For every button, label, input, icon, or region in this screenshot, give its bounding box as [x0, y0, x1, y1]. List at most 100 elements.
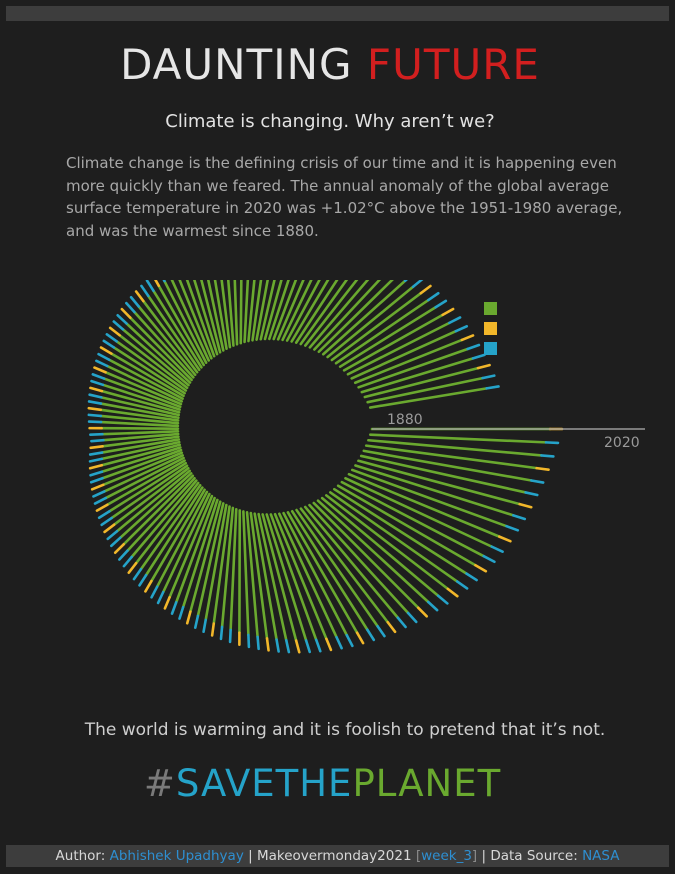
bar-1918	[220, 506, 235, 629]
bar-2007	[321, 280, 407, 356]
bar-tip-1974	[140, 284, 150, 298]
bar-tip-1926	[156, 590, 165, 605]
bar-1887	[354, 464, 515, 517]
bar-1995	[268, 280, 290, 341]
bar-1886	[357, 459, 521, 506]
bar-tip-1907	[325, 637, 333, 652]
bar-1902	[295, 508, 379, 628]
bar-1915	[242, 510, 250, 637]
bar-tip-1921	[193, 614, 200, 629]
bar-1942	[103, 454, 184, 493]
bar-1945	[100, 446, 182, 474]
title-part-2: FUTURE	[366, 40, 540, 89]
bar-tip-1902	[376, 624, 386, 638]
bar-1933	[126, 476, 196, 552]
bar-tip-1956	[87, 400, 103, 405]
bar-1881	[369, 433, 548, 444]
bar-1950	[102, 432, 180, 442]
bar-tip-1945	[89, 470, 104, 477]
bar-tip-1881	[544, 441, 560, 445]
bar-1951	[101, 430, 180, 436]
bar-tip-1938	[100, 516, 113, 527]
bar-1890	[344, 476, 494, 548]
bar-tip-1966	[105, 333, 118, 343]
bar-tip-1963	[97, 352, 111, 362]
bar-tip-2016	[466, 343, 481, 351]
bracket-open: [	[415, 848, 422, 864]
source-link[interactable]: NASA	[582, 848, 620, 864]
bar-tip-1901	[386, 620, 397, 634]
bar-1996	[272, 280, 298, 341]
footer-separator-1: | Makeovermonday2021	[243, 848, 416, 864]
bar-1963	[107, 358, 184, 400]
bar-tip-1882	[540, 454, 555, 458]
bar-tip-1968	[112, 320, 125, 331]
bar-1976	[157, 284, 206, 367]
week-link[interactable]: week_3	[421, 848, 472, 864]
bar-1898	[312, 501, 420, 610]
bar-1949	[101, 435, 180, 448]
legend-swatch-green	[484, 302, 497, 315]
bar-tip-1929	[138, 573, 148, 587]
bar-1969	[125, 322, 192, 384]
bar-1987	[233, 280, 239, 346]
hashtag-symbol: #	[143, 762, 176, 805]
bar-2020	[368, 387, 488, 409]
bar-tip-1942	[92, 490, 106, 498]
bar-1998	[281, 280, 313, 342]
bar-tip-1888	[505, 524, 520, 532]
bar-1894	[329, 491, 459, 583]
bar-1990	[247, 280, 256, 343]
bar-tip-1904	[355, 631, 365, 645]
bar-tip-1896	[436, 594, 449, 605]
bar-2000	[290, 280, 330, 343]
bar-tip-2018	[476, 363, 491, 370]
bar-tip-1943	[90, 483, 105, 491]
bar-tip-1931	[127, 561, 138, 575]
bracket-close: ]	[471, 848, 478, 864]
bar-1931	[134, 481, 200, 565]
bar-tip-1972	[129, 295, 141, 308]
bar-tip-1887	[512, 514, 527, 521]
bar-2011	[338, 305, 437, 368]
bar-tip-1967	[108, 326, 121, 337]
bar-tip-1910	[294, 639, 301, 654]
bar-1972	[137, 305, 197, 377]
bar-1988	[239, 280, 243, 345]
bar-1960	[102, 377, 182, 409]
bar-1901	[299, 507, 390, 624]
bar-tip-1977	[162, 280, 166, 283]
bar-1906	[278, 512, 338, 639]
bar-2012	[342, 313, 444, 372]
bar-tip-2007	[403, 280, 408, 283]
bar-1953	[99, 420, 180, 428]
bar-1885	[359, 454, 527, 494]
bar-tip-1959	[90, 379, 105, 387]
bar-1980	[185, 280, 216, 358]
bar-1999	[285, 280, 321, 342]
bar-1965	[112, 346, 186, 395]
bar-tip-1933	[118, 549, 129, 561]
bar-1938	[110, 464, 189, 520]
author-link[interactable]: Abhishek Upadhyay	[109, 848, 244, 864]
bar-1912	[253, 512, 278, 641]
bar-tip-1925	[163, 596, 171, 610]
bar-1924	[174, 496, 216, 604]
bar-1921	[196, 502, 225, 618]
bar-1934	[122, 474, 195, 546]
bar-tip-1944	[89, 476, 104, 484]
bar-1940	[106, 459, 186, 507]
bar-tip-1961	[93, 366, 107, 374]
bar-1899	[308, 503, 410, 615]
bar-1893	[332, 487, 468, 575]
bar-1897	[316, 499, 430, 604]
bar-1992	[255, 280, 269, 341]
bar-tip-1949	[89, 445, 104, 450]
bar-1927	[155, 490, 209, 588]
bar-1959	[101, 383, 181, 411]
bar-1989	[243, 280, 250, 344]
bar-tip-1948	[88, 451, 104, 456]
bar-1944	[101, 448, 183, 480]
legend-swatch-yellow	[484, 322, 497, 335]
bar-1979	[178, 280, 213, 360]
